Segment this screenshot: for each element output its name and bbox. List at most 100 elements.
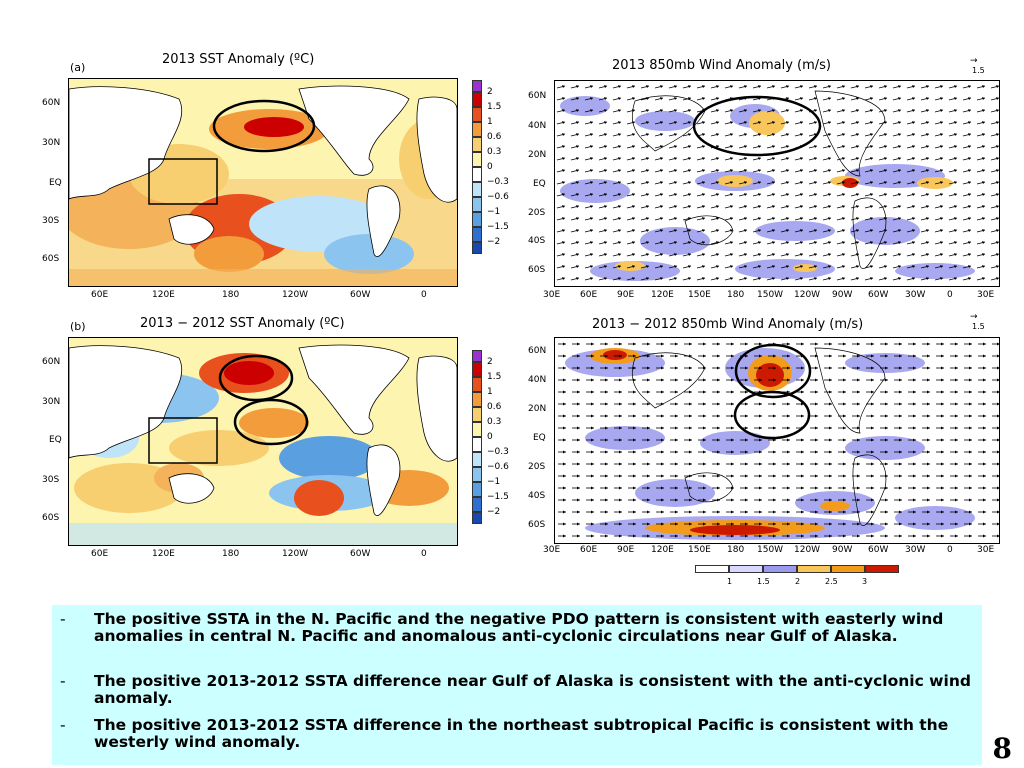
lat-tick: 30N <box>42 138 61 148</box>
lon-tick: 90E <box>617 290 635 300</box>
colorbar-label: −0.6 <box>487 192 509 202</box>
colorbar-swatch <box>695 565 729 573</box>
colorbar-label: −1.5 <box>487 222 509 232</box>
note-text: The positive 2013-2012 SSTA difference n… <box>94 672 971 707</box>
lon-tick: 60E <box>91 290 109 300</box>
lat-tick: 20S <box>528 462 546 472</box>
lat-tick: 40N <box>528 375 547 385</box>
reference-arrow-label: 1.5 <box>972 322 985 331</box>
colorbar-label: 0.3 <box>487 417 502 427</box>
lon-tick: 30E <box>543 290 561 300</box>
panel-label-b: (b) <box>70 320 86 333</box>
lon-tick: 180 <box>222 549 240 559</box>
lon-tick: 60E <box>91 549 109 559</box>
lat-tick: 20S <box>528 208 546 218</box>
panel-a-title: 2013 SST Anomaly (ºC) <box>162 52 315 67</box>
lon-tick: 150E <box>688 290 711 300</box>
colorbar-swatch <box>472 482 482 497</box>
lon-tick: 180 <box>727 545 745 555</box>
colorbar-label: 2 <box>795 577 801 586</box>
colorbar-swatch <box>472 80 482 92</box>
colorbar-swatch <box>472 227 482 242</box>
colorbar-swatch <box>472 422 482 437</box>
colorbar-swatch <box>865 565 899 573</box>
lat-tick: 60S <box>42 513 60 523</box>
lon-tick: 60W <box>868 290 889 300</box>
colorbar-label: 2 <box>487 357 493 367</box>
colorbar-swatch <box>472 242 482 254</box>
lat-tick: EQ <box>49 435 62 445</box>
lat-tick: 40S <box>528 236 546 246</box>
colorbar-swatch <box>472 392 482 407</box>
lat-tick: 60N <box>528 346 547 356</box>
reference-arrow-label: 1.5 <box>972 66 985 75</box>
colorbar-swatch <box>472 197 482 212</box>
sst-map-b <box>68 337 458 546</box>
wind-field-c <box>555 81 999 286</box>
colorbar-label: 0.6 <box>487 132 502 142</box>
sst-field-a <box>69 79 457 286</box>
lon-tick: 150E <box>688 545 711 555</box>
lat-tick: EQ <box>49 178 62 188</box>
colorbar-label: −0.3 <box>487 447 509 457</box>
colorbar-label: 3 <box>862 577 868 586</box>
colorbar-swatch <box>472 512 482 524</box>
lat-tick: 30S <box>42 216 60 226</box>
colorbar-swatch <box>472 92 482 107</box>
lat-tick: 40S <box>528 491 546 501</box>
lon-tick: 30E <box>977 545 995 555</box>
lon-tick: 30E <box>977 290 995 300</box>
lat-tick: 20N <box>528 150 547 160</box>
colorbar-swatch <box>763 565 797 573</box>
panel-c-title: 2013 850mb Wind Anomaly (m/s) <box>612 58 831 73</box>
lon-tick: 30E <box>543 545 561 555</box>
colorbar-swatch <box>472 152 482 167</box>
colorbar-swatch <box>831 565 865 573</box>
lon-tick: 0 <box>421 549 427 559</box>
colorbar-swatch <box>472 497 482 512</box>
wind-field-d <box>555 338 999 543</box>
note-bullet: - <box>60 672 66 690</box>
colorbar-label: −1.5 <box>487 492 509 502</box>
colorbar-label: −2 <box>487 237 501 247</box>
lon-tick: 0 <box>421 290 427 300</box>
note-bullet: - <box>60 610 66 628</box>
lat-tick: 60S <box>528 520 546 530</box>
colorbar-label: 1 <box>487 117 493 127</box>
lat-tick: 60S <box>42 254 60 264</box>
lon-tick: 90W <box>832 290 853 300</box>
lat-tick: EQ <box>533 179 546 189</box>
colorbar-swatch <box>472 137 482 152</box>
lon-tick: 120W <box>282 549 309 559</box>
sst-field-b <box>69 338 457 545</box>
colorbar-label: 1 <box>727 577 733 586</box>
colorbar-label: 0 <box>487 162 493 172</box>
colorbar-swatch <box>472 167 482 182</box>
colorbar-swatch <box>472 212 482 227</box>
lon-tick: 90W <box>832 545 853 555</box>
lon-tick: 30W <box>905 545 926 555</box>
wind-colorbar: 1 1.5 2 2.5 3 <box>695 565 900 589</box>
colorbar-label: −0.6 <box>487 462 509 472</box>
page-number: 8 <box>992 732 1012 765</box>
lat-tick: 40N <box>528 121 547 131</box>
colorbar-label: −1 <box>487 477 501 487</box>
colorbar-label: 1.5 <box>487 372 502 382</box>
lat-tick: 20N <box>528 404 547 414</box>
colorbar-swatch <box>472 107 482 122</box>
lat-tick: 30N <box>42 397 61 407</box>
lon-tick: 120E <box>651 545 674 555</box>
colorbar-label: 0 <box>487 432 493 442</box>
colorbar-label: −0.3 <box>487 177 509 187</box>
colorbar-swatch <box>472 452 482 467</box>
reference-arrow-icon: → <box>970 312 978 322</box>
lon-tick: 150W <box>757 545 784 555</box>
colorbar-swatch <box>472 407 482 422</box>
lon-tick: 120W <box>282 290 309 300</box>
colorbar-swatch <box>797 565 831 573</box>
lat-tick: 60N <box>42 98 61 108</box>
colorbar-label: 2.5 <box>825 577 838 586</box>
colorbar-label: 1.5 <box>757 577 770 586</box>
colorbar-swatch <box>472 350 482 362</box>
lat-tick: 60N <box>42 357 61 367</box>
